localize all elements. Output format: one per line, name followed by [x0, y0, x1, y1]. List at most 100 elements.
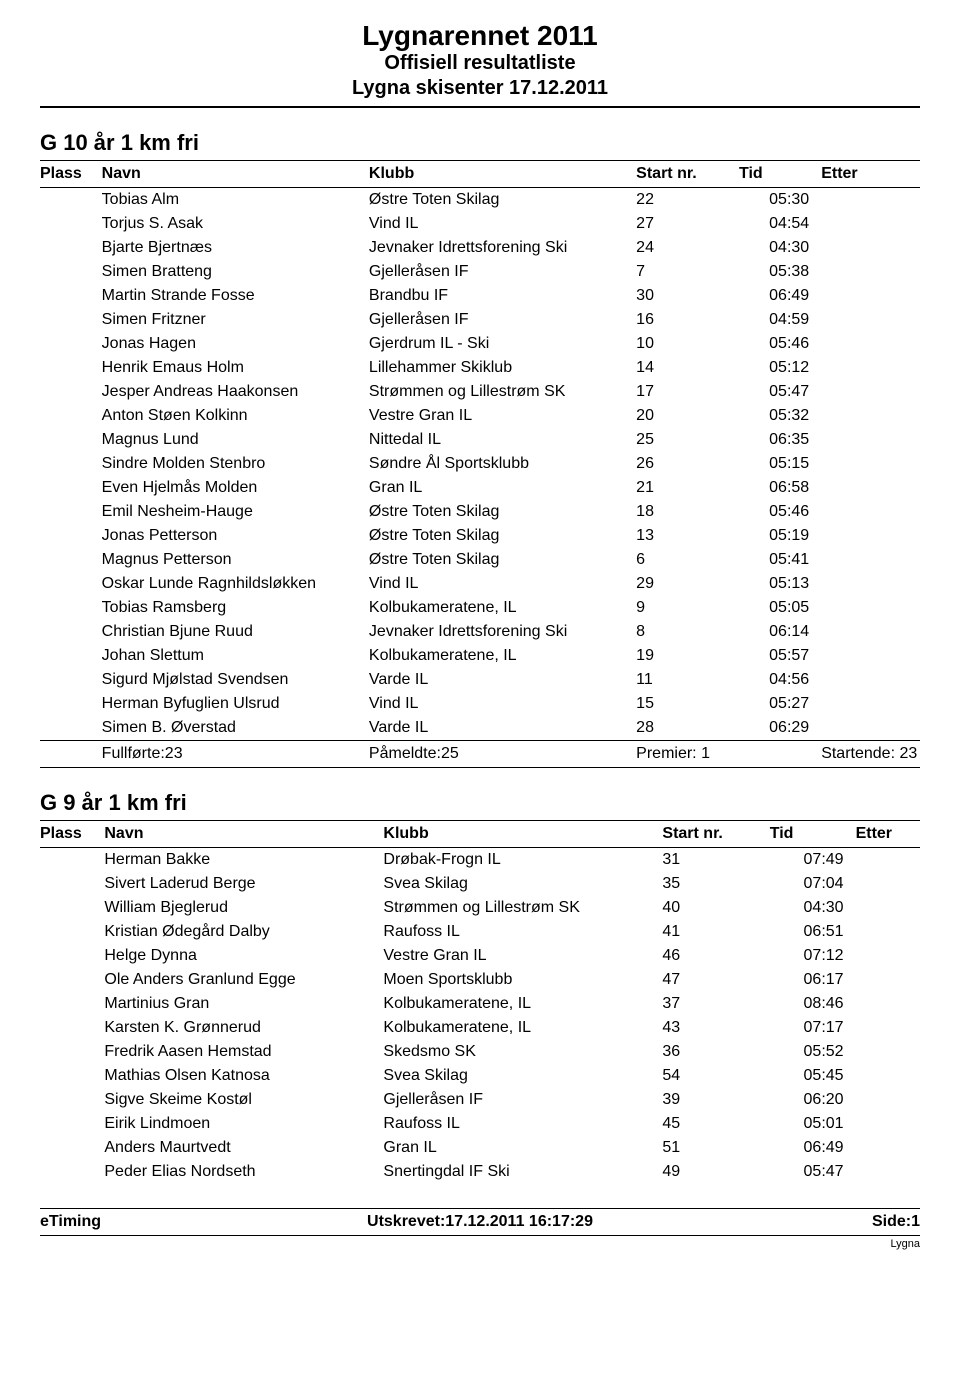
cell-plass — [40, 692, 102, 716]
cell-plass — [40, 476, 102, 500]
cell-etter — [821, 476, 920, 500]
cell-plass — [40, 332, 102, 356]
cell-tid: 06:29 — [739, 716, 821, 741]
cell-navn: Simen Fritzner — [102, 308, 369, 332]
summary-pameldte: Påmeldte:25 — [369, 741, 636, 768]
cell-navn: Simen Bratteng — [102, 260, 369, 284]
header-rule — [40, 106, 920, 108]
cell-startnr: 36 — [662, 1040, 769, 1064]
cell-tid: 05:45 — [770, 1064, 856, 1088]
cell-klubb: Gjelleråsen IF — [383, 1088, 662, 1112]
cell-startnr: 9 — [636, 596, 739, 620]
cell-klubb: Vestre Gran IL — [383, 944, 662, 968]
table-header-row: Plass Navn Klubb Start nr. Tid Etter — [40, 161, 920, 188]
cell-startnr: 40 — [662, 896, 769, 920]
event-subtitle: Offisiell resultatliste — [40, 52, 920, 75]
summary-premier: Premier: 1 — [636, 741, 821, 768]
cell-navn: Johan Slettum — [102, 644, 369, 668]
cell-etter — [821, 356, 920, 380]
table-row: Sivert Laderud BergeSvea Skilag3507:04 — [40, 872, 920, 896]
cell-plass — [40, 1160, 104, 1184]
cell-tid: 06:35 — [739, 428, 821, 452]
table-row: Eirik LindmoenRaufoss IL4505:01 — [40, 1112, 920, 1136]
cell-navn: Helge Dynna — [104, 944, 383, 968]
cell-etter — [856, 1136, 920, 1160]
cell-navn: Henrik Emaus Holm — [102, 356, 369, 380]
table-row: Martinius GranKolbukameratene, IL3708:46 — [40, 992, 920, 1016]
cell-tid: 05:15 — [739, 452, 821, 476]
cell-startnr: 43 — [662, 1016, 769, 1040]
cell-plass — [40, 944, 104, 968]
footer-sub: Lygna — [40, 1236, 920, 1250]
table-row: Fredrik Aasen HemstadSkedsmo SK3605:52 — [40, 1040, 920, 1064]
cell-navn: Magnus Petterson — [102, 548, 369, 572]
cell-tid: 07:17 — [770, 1016, 856, 1040]
summary-fullforte: Fullførte:23 — [102, 741, 369, 768]
cell-navn: Ole Anders Granlund Egge — [104, 968, 383, 992]
col-tid: Tid — [770, 821, 856, 848]
cell-tid: 05:27 — [739, 692, 821, 716]
cell-navn: Jonas Hagen — [102, 332, 369, 356]
cell-tid: 06:51 — [770, 920, 856, 944]
cell-startnr: 28 — [636, 716, 739, 741]
table-row: Emil Nesheim-HaugeØstre Toten Skilag1805… — [40, 500, 920, 524]
cell-navn: Torjus S. Asak — [102, 212, 369, 236]
cell-tid: 08:46 — [770, 992, 856, 1016]
cell-etter — [821, 596, 920, 620]
cell-plass — [40, 716, 102, 741]
cell-startnr: 10 — [636, 332, 739, 356]
cell-klubb: Varde IL — [369, 716, 636, 741]
cell-navn: Mathias Olsen Katnosa — [104, 1064, 383, 1088]
cell-etter — [821, 236, 920, 260]
cell-startnr: 47 — [662, 968, 769, 992]
cell-plass — [40, 524, 102, 548]
cell-navn: Eirik Lindmoen — [104, 1112, 383, 1136]
cell-klubb: Kolbukameratene, IL — [369, 644, 636, 668]
cell-navn: Anders Maurtvedt — [104, 1136, 383, 1160]
cell-startnr: 31 — [662, 848, 769, 873]
cell-tid: 06:49 — [770, 1136, 856, 1160]
cell-navn: Bjarte Bjertnæs — [102, 236, 369, 260]
cell-tid: 05:38 — [739, 260, 821, 284]
cell-klubb: Svea Skilag — [383, 1064, 662, 1088]
cell-tid: 06:58 — [739, 476, 821, 500]
cell-klubb: Strømmen og Lillestrøm SK — [369, 380, 636, 404]
summary-row: Fullførte:23 Påmeldte:25 Premier: 1 Star… — [40, 741, 920, 768]
footer-center: Utskrevet:17.12.2011 16:17:29 — [260, 1213, 700, 1231]
col-navn: Navn — [102, 161, 369, 188]
cell-startnr: 49 — [662, 1160, 769, 1184]
table-row: Jesper Andreas HaakonsenStrømmen og Lill… — [40, 380, 920, 404]
cell-startnr: 41 — [662, 920, 769, 944]
col-klubb: Klubb — [383, 821, 662, 848]
table-row: Simen FritznerGjelleråsen IF1604:59 — [40, 308, 920, 332]
cell-startnr: 29 — [636, 572, 739, 596]
cell-plass — [40, 596, 102, 620]
cell-klubb: Kolbukameratene, IL — [383, 1016, 662, 1040]
table-row: Peder Elias NordsethSnertingdal IF Ski49… — [40, 1160, 920, 1184]
cell-tid: 06:14 — [739, 620, 821, 644]
cell-etter — [856, 944, 920, 968]
cell-etter — [856, 1064, 920, 1088]
cell-startnr: 11 — [636, 668, 739, 692]
cell-startnr: 16 — [636, 308, 739, 332]
cell-klubb: Vind IL — [369, 692, 636, 716]
col-klubb: Klubb — [369, 161, 636, 188]
cell-tid: 05:19 — [739, 524, 821, 548]
cell-etter — [856, 848, 920, 873]
summary-startende: Startende: 23 — [821, 741, 920, 768]
table-row: Anton Støen KolkinnVestre Gran IL2005:32 — [40, 404, 920, 428]
cell-plass — [40, 1016, 104, 1040]
cell-navn: Tobias Alm — [102, 188, 369, 213]
cell-startnr: 46 — [662, 944, 769, 968]
table-row: Anders MaurtvedtGran IL5106:49 — [40, 1136, 920, 1160]
cell-plass — [40, 1112, 104, 1136]
table-row: Ole Anders Granlund EggeMoen Sportsklubb… — [40, 968, 920, 992]
table-row: Christian Bjune RuudJevnaker Idrettsfore… — [40, 620, 920, 644]
cell-klubb: Varde IL — [369, 668, 636, 692]
cell-plass — [40, 920, 104, 944]
cell-startnr: 37 — [662, 992, 769, 1016]
cell-etter — [821, 452, 920, 476]
cell-etter — [856, 1040, 920, 1064]
cell-navn: Herman Bakke — [104, 848, 383, 873]
cell-klubb: Østre Toten Skilag — [369, 500, 636, 524]
